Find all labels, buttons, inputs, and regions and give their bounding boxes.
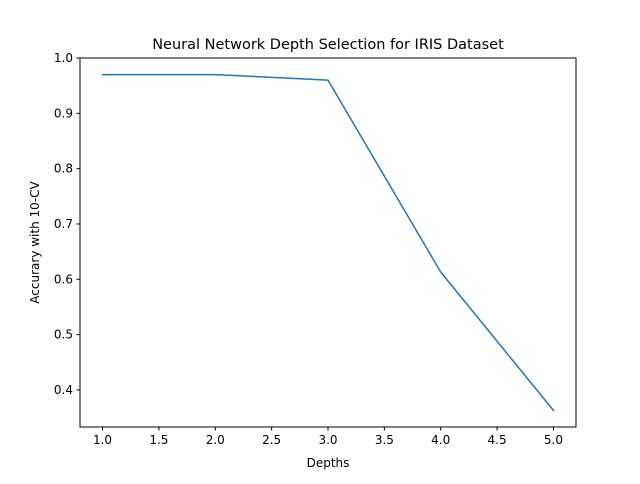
y-tick-label: 0.9 [54,106,73,120]
x-tick-label: 4.0 [431,433,450,447]
x-axis-label: Depths [307,456,350,470]
y-tick-label: 0.6 [54,272,73,286]
x-tick-label: 3.0 [318,433,337,447]
x-tick-label: 5.0 [544,433,563,447]
y-tick-label: 0.8 [54,162,73,176]
x-tick-label: 3.5 [375,433,394,447]
y-axis-label: Accurary with 10-CV [28,181,42,304]
y-tick-label: 0.5 [54,328,73,342]
y-tick-label: 1.0 [54,51,73,65]
x-tick-label: 2.0 [206,433,225,447]
x-tick-label: 1.5 [149,433,168,447]
x-tick-label: 4.5 [488,433,507,447]
x-tick-label: 1.0 [93,433,112,447]
y-tick-label: 0.4 [54,383,73,397]
chart-title: Neural Network Depth Selection for IRIS … [152,37,504,53]
y-tick-label: 0.7 [54,217,73,231]
x-tick-label: 2.5 [262,433,281,447]
